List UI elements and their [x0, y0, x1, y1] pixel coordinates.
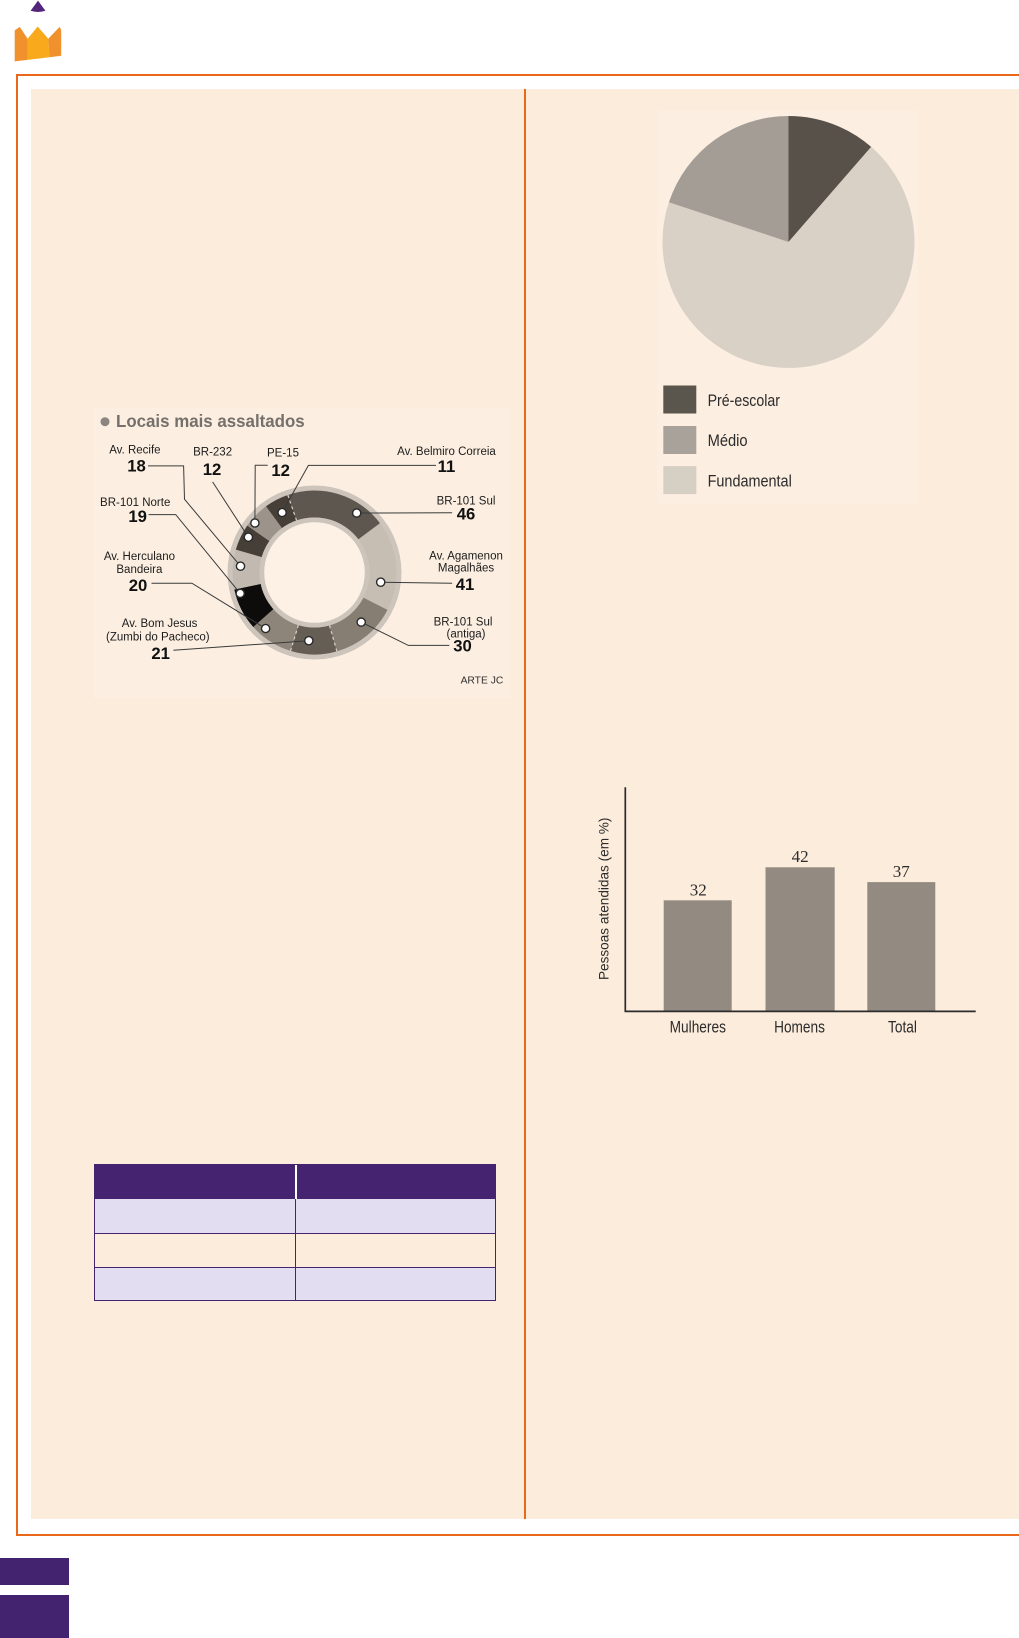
svg-text:11: 11 [438, 457, 456, 476]
svg-text:20: 20 [129, 576, 148, 595]
svg-text:42: 42 [792, 847, 809, 866]
svg-text:Av. Agamenon: Av. Agamenon [429, 550, 503, 562]
svg-text:Av. Recife: Av. Recife [109, 445, 160, 457]
svg-text:12: 12 [271, 461, 290, 480]
svg-text:Bandeira: Bandeira [116, 564, 163, 576]
svg-text:37: 37 [893, 862, 911, 881]
svg-text:Fundamental: Fundamental [708, 472, 792, 490]
svg-text:Homens: Homens [774, 1018, 825, 1037]
svg-text:Av. Bom Jesus: Av. Bom Jesus [122, 618, 198, 630]
svg-text:Total: Total [888, 1018, 917, 1037]
svg-text:BR-232: BR-232 [193, 446, 232, 458]
svg-text:Av. Herculano: Av. Herculano [104, 551, 175, 563]
svg-text:Pessoas atendidas (em %): Pessoas atendidas (em %) [597, 818, 612, 980]
svg-text:BR-101 Sul: BR-101 Sul [434, 617, 493, 629]
svg-text:Pré-escolar: Pré-escolar [708, 392, 781, 410]
svg-text:Magalhães: Magalhães [438, 563, 495, 575]
svg-text:21: 21 [151, 644, 170, 663]
svg-text:Médio: Médio [708, 432, 748, 450]
svg-text:Av. Belmiro Correia: Av. Belmiro Correia [397, 446, 496, 458]
svg-text:ARTE JC: ARTE JC [461, 675, 504, 686]
svg-text:BR-101 Norte: BR-101 Norte [100, 497, 170, 509]
svg-text:19: 19 [128, 507, 147, 526]
svg-text:46: 46 [457, 504, 476, 523]
svg-text:BR-101 Sul: BR-101 Sul [437, 495, 496, 507]
svg-text:Locais mais assaltados: Locais mais assaltados [116, 411, 305, 431]
svg-text:18: 18 [127, 457, 146, 476]
svg-text:Mulheres: Mulheres [670, 1018, 726, 1037]
svg-text:PE-15: PE-15 [267, 447, 299, 459]
svg-text:12: 12 [203, 460, 222, 479]
svg-text:41: 41 [456, 575, 475, 594]
svg-text:32: 32 [690, 881, 707, 900]
svg-text:30: 30 [453, 637, 472, 656]
svg-text:(Zumbi do Pacheco): (Zumbi do Pacheco) [106, 632, 210, 644]
svg-text:(antiga): (antiga) [447, 629, 486, 641]
